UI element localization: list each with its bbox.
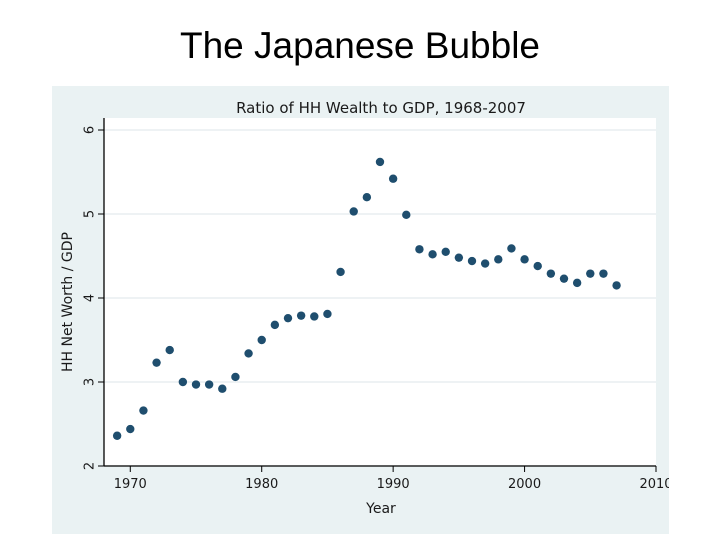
data-point-1973 (165, 345, 174, 355)
x-tick-label-1990: 1990 (377, 477, 410, 492)
slide-title: The Japanese Bubble (180, 25, 540, 66)
data-point-1998 (494, 255, 503, 264)
chart-title: Ratio of HH Wealth to GDP, 1968-2007 (236, 99, 526, 117)
data-point-1972 (152, 358, 161, 367)
data-point-1996 (467, 256, 477, 266)
plot-area-background (104, 118, 656, 466)
data-point-1983 (296, 311, 306, 320)
x-tick-label-1970: 1970 (114, 477, 147, 492)
data-point-1976 (204, 380, 214, 389)
data-point-1987 (349, 207, 358, 216)
data-point-1991 (402, 210, 411, 220)
data-point-1975 (191, 380, 201, 389)
data-point-1977 (218, 384, 227, 393)
data-point-1969 (112, 431, 122, 440)
data-point-1997 (480, 259, 490, 268)
data-point-1984 (310, 312, 319, 321)
data-point-1970 (126, 424, 135, 434)
y-tick-label-6: 6 (83, 126, 98, 134)
data-point-1993 (428, 250, 437, 259)
data-point-2004 (572, 278, 582, 288)
data-point-2005 (586, 269, 595, 278)
data-point-1992 (415, 245, 424, 254)
x-tick-label-1980: 1980 (245, 477, 278, 492)
x-tick-label-2000: 2000 (508, 477, 541, 492)
x-tick-label-2010: 2010 (639, 477, 669, 492)
tick-labels: 2 3 4 5 6 1970 1980 1990 2000 2010 (83, 126, 670, 492)
data-point-2001 (533, 261, 542, 271)
data-point-1989 (375, 157, 385, 167)
data-point-2002 (546, 269, 556, 278)
x-axis-label: Year (365, 501, 396, 517)
data-point-1982 (283, 313, 293, 323)
data-point-1994 (441, 247, 450, 256)
data-points (112, 157, 621, 440)
chart-container: Ratio of HH Wealth to GDP, 1968-2007 2 3 4… (52, 86, 669, 534)
data-point-1971 (139, 406, 148, 415)
scatter-chart: Ratio of HH Wealth to GDP, 1968-2007 2 3 4… (52, 86, 669, 534)
data-point-2003 (559, 274, 569, 283)
data-point-1986 (336, 267, 345, 277)
y-tick-label-4: 4 (83, 294, 98, 302)
y-tick-label-3: 3 (83, 378, 98, 386)
data-point-1978 (231, 372, 240, 382)
data-point-1980 (257, 335, 266, 345)
y-tick-label-2: 2 (83, 462, 98, 470)
data-point-1988 (362, 193, 372, 202)
data-point-1981 (270, 320, 280, 330)
axes (98, 118, 657, 472)
data-point-1979 (244, 349, 253, 358)
data-point-1990 (388, 174, 398, 183)
y-tick-label-5: 5 (83, 210, 98, 218)
data-point-1974 (178, 377, 188, 387)
y-axis-label: HH Net Worth / GDP (60, 232, 76, 372)
data-point-2000 (520, 255, 529, 264)
data-point-1985 (323, 309, 332, 319)
data-point-1999 (507, 244, 516, 253)
data-point-2006 (599, 269, 608, 278)
data-point-2007 (612, 281, 621, 290)
data-point-1995 (454, 253, 464, 262)
